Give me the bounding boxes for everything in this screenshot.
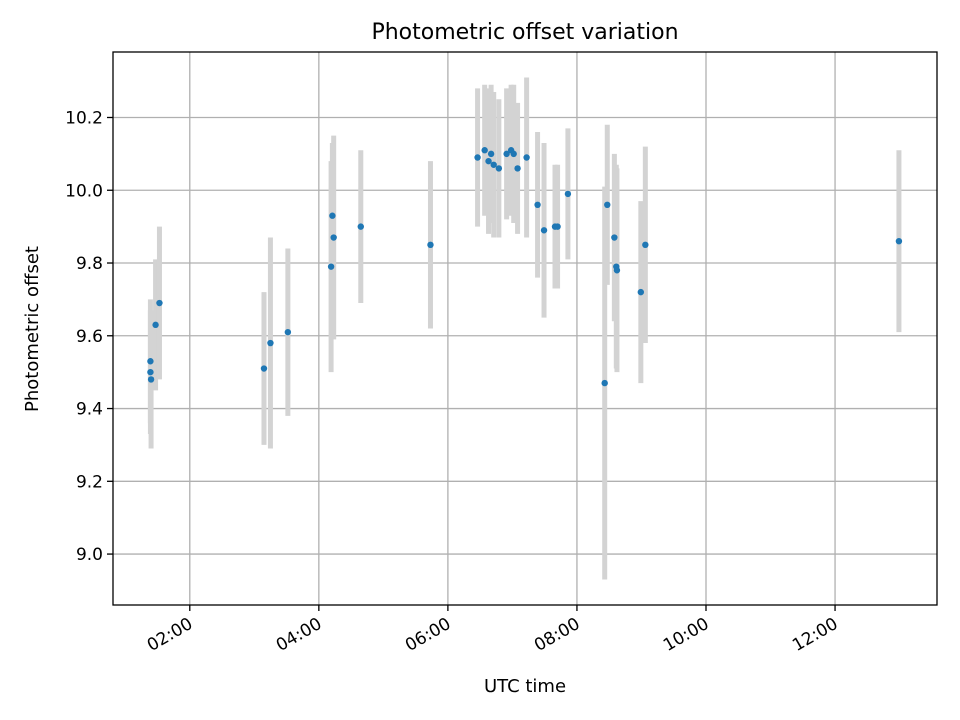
data-point <box>534 201 541 209</box>
data-point <box>523 154 530 161</box>
data-point <box>329 212 336 219</box>
x-axis-ticks: 02:00 04:00 06:00 08:00 10:00 12:00 <box>144 605 842 656</box>
data-point <box>485 157 492 165</box>
y-axis-ticks: 9.0 9.2 9.4 9.6 9.8 10.0 10.2 <box>65 108 113 565</box>
data-point <box>474 154 481 161</box>
plot-frame <box>112 51 938 606</box>
y-tick-label: 9.2 <box>76 472 103 492</box>
x-axis-label: UTC time <box>484 676 566 697</box>
data-point <box>601 379 608 387</box>
data-point <box>330 234 337 241</box>
x-tick-label: 10:00 <box>660 614 712 656</box>
data-point <box>147 368 154 376</box>
data-point <box>540 227 548 234</box>
data-point <box>510 150 517 158</box>
error-bars <box>147 77 902 580</box>
x-tick-label: 08:00 <box>531 614 583 656</box>
data-point <box>604 201 611 209</box>
data-point <box>514 165 521 172</box>
y-tick-label: 10.2 <box>65 108 103 128</box>
data-point <box>895 237 903 245</box>
data-point <box>487 150 495 158</box>
data-point <box>284 328 292 336</box>
data-point <box>503 150 510 158</box>
data-point <box>611 234 618 241</box>
data-point <box>564 190 572 198</box>
data-points <box>147 147 903 387</box>
x-tick-label: 06:00 <box>402 614 454 656</box>
data-point <box>637 288 645 296</box>
y-tick-label: 9.6 <box>76 327 103 347</box>
data-point <box>156 299 163 307</box>
data-point <box>554 223 561 230</box>
data-point <box>152 321 159 329</box>
data-point <box>327 263 335 270</box>
data-point <box>147 358 154 365</box>
x-tick-label: 12:00 <box>789 614 841 656</box>
data-point <box>267 339 274 347</box>
y-axis-label: Photometric offset <box>22 246 43 412</box>
y-tick-label: 9.8 <box>76 254 103 274</box>
chart-title: Photometric offset variation <box>371 20 678 45</box>
data-point <box>642 241 649 249</box>
data-point <box>427 241 434 249</box>
data-point <box>490 161 497 168</box>
y-tick-label: 10.0 <box>65 181 103 201</box>
data-point <box>481 147 488 154</box>
y-tick-label: 9.0 <box>76 545 103 565</box>
x-tick-label: 04:00 <box>273 614 325 656</box>
data-point <box>260 365 268 372</box>
data-point <box>147 376 155 383</box>
y-tick-label: 9.4 <box>76 400 103 420</box>
data-point <box>613 267 621 274</box>
x-tick-label: 02:00 <box>144 614 196 656</box>
data-point <box>495 165 503 172</box>
data-point <box>357 223 364 230</box>
